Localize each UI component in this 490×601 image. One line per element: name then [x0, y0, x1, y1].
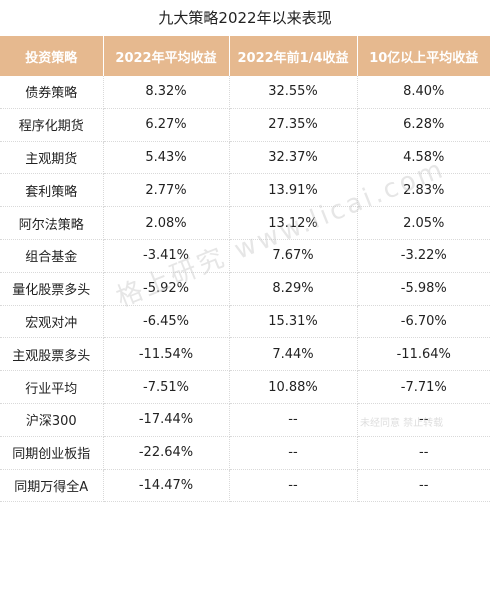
- avg-return-cell: -11.54%: [103, 337, 230, 372]
- avg-return-cell: -3.41%: [103, 239, 230, 273]
- header-top-quartile-return-2022: 2022年前1/4收益: [229, 36, 358, 76]
- large-fund-return-cell: --: [357, 436, 490, 470]
- strategy-name-cell: 程序化期货: [0, 108, 104, 142]
- table-body: 债券策略 8.32% 32.55% 8.40% 程序化期货 6.27% 27.35% 6.28…: [0, 76, 490, 503]
- strategy-name-cell: 债券策略: [0, 76, 104, 109]
- top-quartile-return-cell: 27.35%: [229, 108, 358, 142]
- table-row: 同期万得全A -14.47% -- --: [0, 469, 490, 503]
- table-row: 套利策略 2.77% 13.91% 2.83%: [0, 173, 490, 208]
- avg-return-cell: 6.27%: [103, 108, 230, 142]
- table-row: 沪深300 -17.44% -- --: [0, 403, 490, 437]
- large-fund-return-cell: 2.05%: [357, 206, 490, 240]
- avg-return-cell: -17.44%: [103, 403, 230, 437]
- strategy-name-cell: 套利策略: [0, 173, 104, 208]
- top-quartile-return-cell: 7.67%: [229, 239, 358, 273]
- table-row: 同期创业板指 -22.64% -- --: [0, 436, 490, 470]
- table-row: 债券策略 8.32% 32.55% 8.40%: [0, 76, 490, 109]
- header-avg-return-2022: 2022年平均收益: [103, 36, 230, 76]
- table-row: 主观期货 5.43% 32.37% 4.58%: [0, 141, 490, 175]
- top-quartile-return-cell: 8.29%: [229, 272, 358, 306]
- large-fund-return-cell: 6.28%: [357, 108, 490, 142]
- strategy-name-cell: 阿尔法策略: [0, 206, 104, 240]
- strategy-name-cell: 主观股票多头: [0, 337, 104, 372]
- avg-return-cell: -22.64%: [103, 436, 230, 470]
- strategy-name-cell: 行业平均: [0, 370, 104, 404]
- table-row: 主观股票多头 -11.54% 7.44% -11.64%: [0, 337, 490, 372]
- header-row: 投资策略 2022年平均收益 2022年前1/4收益 10亿以上平均收益: [0, 36, 490, 76]
- table-row: 量化股票多头 -5.92% 8.29% -5.98%: [0, 272, 490, 306]
- avg-return-cell: 2.77%: [103, 173, 230, 208]
- table-row: 宏观对冲 -6.45% 15.31% -6.70%: [0, 305, 490, 339]
- avg-return-cell: 8.32%: [103, 76, 230, 109]
- table-row: 阿尔法策略 2.08% 13.12% 2.05%: [0, 206, 490, 240]
- top-quartile-return-cell: 32.37%: [229, 141, 358, 175]
- avg-return-cell: -6.45%: [103, 305, 230, 339]
- avg-return-cell: 2.08%: [103, 206, 230, 240]
- header-avg-return-over-1b: 10亿以上平均收益: [357, 36, 490, 76]
- avg-return-cell: -5.92%: [103, 272, 230, 306]
- top-quartile-return-cell: 7.44%: [229, 337, 358, 372]
- top-quartile-return-cell: 10.88%: [229, 370, 358, 404]
- large-fund-return-cell: -7.71%: [357, 370, 490, 404]
- strategy-name-cell: 同期创业板指: [0, 436, 104, 470]
- strategy-name-cell: 量化股票多头: [0, 272, 104, 306]
- top-quartile-return-cell: 13.12%: [229, 206, 358, 240]
- avg-return-cell: 5.43%: [103, 141, 230, 175]
- large-fund-return-cell: 8.40%: [357, 76, 490, 109]
- top-quartile-return-cell: --: [229, 436, 358, 470]
- top-quartile-return-cell: --: [229, 469, 358, 503]
- table-row: 程序化期货 6.27% 27.35% 6.28%: [0, 108, 490, 142]
- large-fund-return-cell: -5.98%: [357, 272, 490, 306]
- large-fund-return-cell: --: [357, 469, 490, 503]
- top-quartile-return-cell: 13.91%: [229, 173, 358, 208]
- table-row: 行业平均 -7.51% 10.88% -7.71%: [0, 370, 490, 404]
- large-fund-return-cell: -3.22%: [357, 239, 490, 273]
- table-row: 组合基金 -3.41% 7.67% -3.22%: [0, 239, 490, 273]
- table-title: 九大策略2022年以来表现: [158, 9, 332, 27]
- avg-return-cell: -7.51%: [103, 370, 230, 404]
- large-fund-return-cell: -6.70%: [357, 305, 490, 339]
- strategy-name-cell: 同期万得全A: [0, 469, 104, 503]
- table-header: 投资策略 2022年平均收益 2022年前1/4收益 10亿以上平均收益: [0, 36, 490, 76]
- top-quartile-return-cell: 32.55%: [229, 76, 358, 109]
- avg-return-cell: -14.47%: [103, 469, 230, 503]
- large-fund-return-cell: --: [357, 403, 490, 437]
- strategy-name-cell: 主观期货: [0, 141, 104, 175]
- top-quartile-return-cell: --: [229, 403, 358, 437]
- large-fund-return-cell: 2.83%: [357, 173, 490, 208]
- strategy-name-cell: 组合基金: [0, 239, 104, 273]
- large-fund-return-cell: -11.64%: [357, 337, 490, 372]
- top-quartile-return-cell: 15.31%: [229, 305, 358, 339]
- large-fund-return-cell: 4.58%: [357, 141, 490, 175]
- header-strategy: 投资策略: [0, 36, 104, 76]
- strategy-name-cell: 宏观对冲: [0, 305, 104, 339]
- strategy-performance-table: 投资策略 2022年平均收益 2022年前1/4收益 10亿以上平均收益 债券策…: [0, 36, 490, 503]
- strategy-name-cell: 沪深300: [0, 403, 104, 437]
